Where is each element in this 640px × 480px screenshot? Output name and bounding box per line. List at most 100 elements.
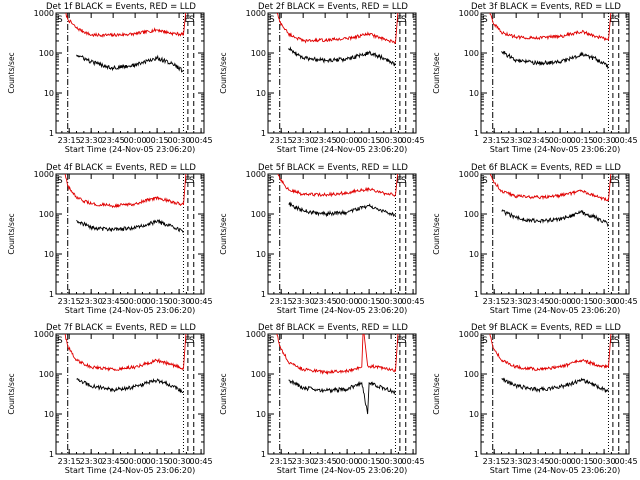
x-tick-label: 00:00 (549, 297, 572, 306)
x-tick-label: 00:15 (358, 136, 381, 145)
x-axis-label: Start Time (24-Nov-05 23:06:20) (490, 145, 620, 154)
events-series-line (76, 377, 184, 394)
y-axis-label: Counts/sec (432, 52, 441, 93)
y-tick-label: 1000 (246, 9, 266, 18)
x-tick-label: 00:15 (146, 457, 169, 466)
start-marker-label: S (269, 15, 275, 25)
y-tick-label: 100 (39, 210, 54, 219)
x-tick-label: 00:30 (380, 457, 403, 466)
end-marker-label: E (396, 176, 402, 186)
x-tick-label: 23:45 (314, 297, 337, 306)
start-marker-label: S (57, 176, 63, 186)
x-tick-label: 23:30 (292, 297, 315, 306)
lld-series-line (65, 13, 187, 38)
plot-frame (480, 173, 630, 295)
x-tick-label: 00:45 (615, 136, 638, 145)
y-tick-label: 100 (39, 370, 54, 379)
x-tick-label: 00:00 (549, 457, 572, 466)
y-tick-label: 1000 (34, 170, 54, 179)
x-tick-label: 23:45 (102, 457, 125, 466)
panel-title: Det 2f BLACK = Events, RED = LLD (258, 2, 408, 12)
x-axis-label: Start Time (24-Nov-05 23:06:20) (65, 466, 195, 475)
x-tick-label: 23:15 (58, 457, 81, 466)
x-tick-label: 00:00 (549, 136, 572, 145)
lld-series-line (64, 334, 187, 372)
y-tick-label: 1 (474, 129, 479, 138)
x-axis-label: Start Time (24-Nov-05 23:06:20) (490, 466, 620, 475)
y-tick-label: 100 (251, 370, 266, 379)
x-tick-label: 23:45 (527, 297, 550, 306)
events-series-line (501, 50, 609, 70)
y-tick-label: 100 (251, 210, 266, 219)
start-marker-label: S (269, 336, 275, 346)
x-tick-label: 00:45 (402, 457, 425, 466)
y-tick-label: 1 (474, 450, 479, 459)
y-tick-label: 1000 (34, 9, 54, 18)
x-tick-label: 23:15 (270, 457, 293, 466)
lld-series-line (276, 13, 399, 45)
x-tick-label: 23:15 (58, 136, 81, 145)
y-tick-label: 1 (49, 129, 54, 138)
y-tick-label: 1000 (246, 170, 266, 179)
x-tick-label: 23:30 (505, 457, 528, 466)
y-tick-label: 10 (256, 250, 266, 259)
y-tick-label: 100 (251, 49, 266, 58)
x-axis-label: Start Time (24-Nov-05 23:06:20) (65, 145, 195, 154)
x-tick-label: 00:00 (336, 457, 359, 466)
x-tick-label: 00:45 (190, 297, 213, 306)
panel-title: Det 7f BLACK = Events, RED = LLD (46, 323, 196, 333)
x-tick-label: 00:00 (124, 297, 147, 306)
panel-title: Det 1f BLACK = Events, RED = LLD (46, 2, 196, 12)
plot-frame (55, 173, 205, 295)
lld-series-line (276, 334, 399, 376)
x-axis-label: Start Time (24-Nov-05 23:06:20) (490, 306, 620, 315)
y-tick-label: 1000 (459, 330, 479, 339)
x-tick-label: 00:15 (358, 457, 381, 466)
end-marker-label: E (184, 176, 190, 186)
x-tick-label: 23:30 (505, 297, 528, 306)
x-tick-label: 00:15 (571, 457, 594, 466)
start-marker-label: S (401, 15, 407, 25)
end-marker-label: E (184, 15, 190, 25)
start-marker-label: S (189, 336, 195, 346)
start-marker-label: S (189, 15, 195, 25)
x-tick-label: 00:30 (380, 297, 403, 306)
lld-series-line (64, 174, 187, 209)
lld-series-line (489, 334, 612, 372)
start-marker-label: S (269, 176, 275, 186)
end-marker-label: E (609, 176, 615, 186)
x-tick-label: 23:45 (314, 457, 337, 466)
x-tick-label: 23:45 (527, 136, 550, 145)
start-marker-label: S (482, 176, 488, 186)
end-marker-label: E (396, 15, 402, 25)
plot-frame (267, 173, 417, 295)
x-tick-label: 23:30 (292, 136, 315, 145)
y-tick-label: 1000 (459, 9, 479, 18)
y-axis-label: Counts/sec (7, 52, 16, 93)
x-tick-label: 00:00 (124, 136, 147, 145)
events-series-line (288, 201, 396, 218)
y-axis-label: Counts/sec (219, 213, 228, 254)
start-marker-label: S (614, 336, 620, 346)
x-tick-label: 23:45 (314, 136, 337, 145)
x-tick-label: 23:30 (505, 136, 528, 145)
x-axis-label: Start Time (24-Nov-05 23:06:20) (65, 306, 195, 315)
start-marker-label: S (614, 176, 620, 186)
start-marker-label: S (189, 176, 195, 186)
end-marker-label: E (396, 336, 402, 346)
start-marker-label: S (57, 15, 63, 25)
plot-frame (480, 12, 630, 134)
y-axis-label: Counts/sec (7, 373, 16, 414)
x-tick-label: 00:30 (168, 136, 191, 145)
x-tick-label: 00:45 (402, 136, 425, 145)
panel-title: Det 8f BLACK = Events, RED = LLD (258, 323, 408, 333)
panel-title: Det 3f BLACK = Events, RED = LLD (471, 2, 621, 12)
x-tick-label: 00:15 (571, 136, 594, 145)
start-marker-label: S (401, 176, 407, 186)
plot-frame (55, 12, 205, 134)
x-axis-label: Start Time (24-Nov-05 23:06:20) (277, 145, 407, 154)
x-tick-label: 00:15 (146, 136, 169, 145)
x-tick-label: 23:45 (527, 457, 550, 466)
